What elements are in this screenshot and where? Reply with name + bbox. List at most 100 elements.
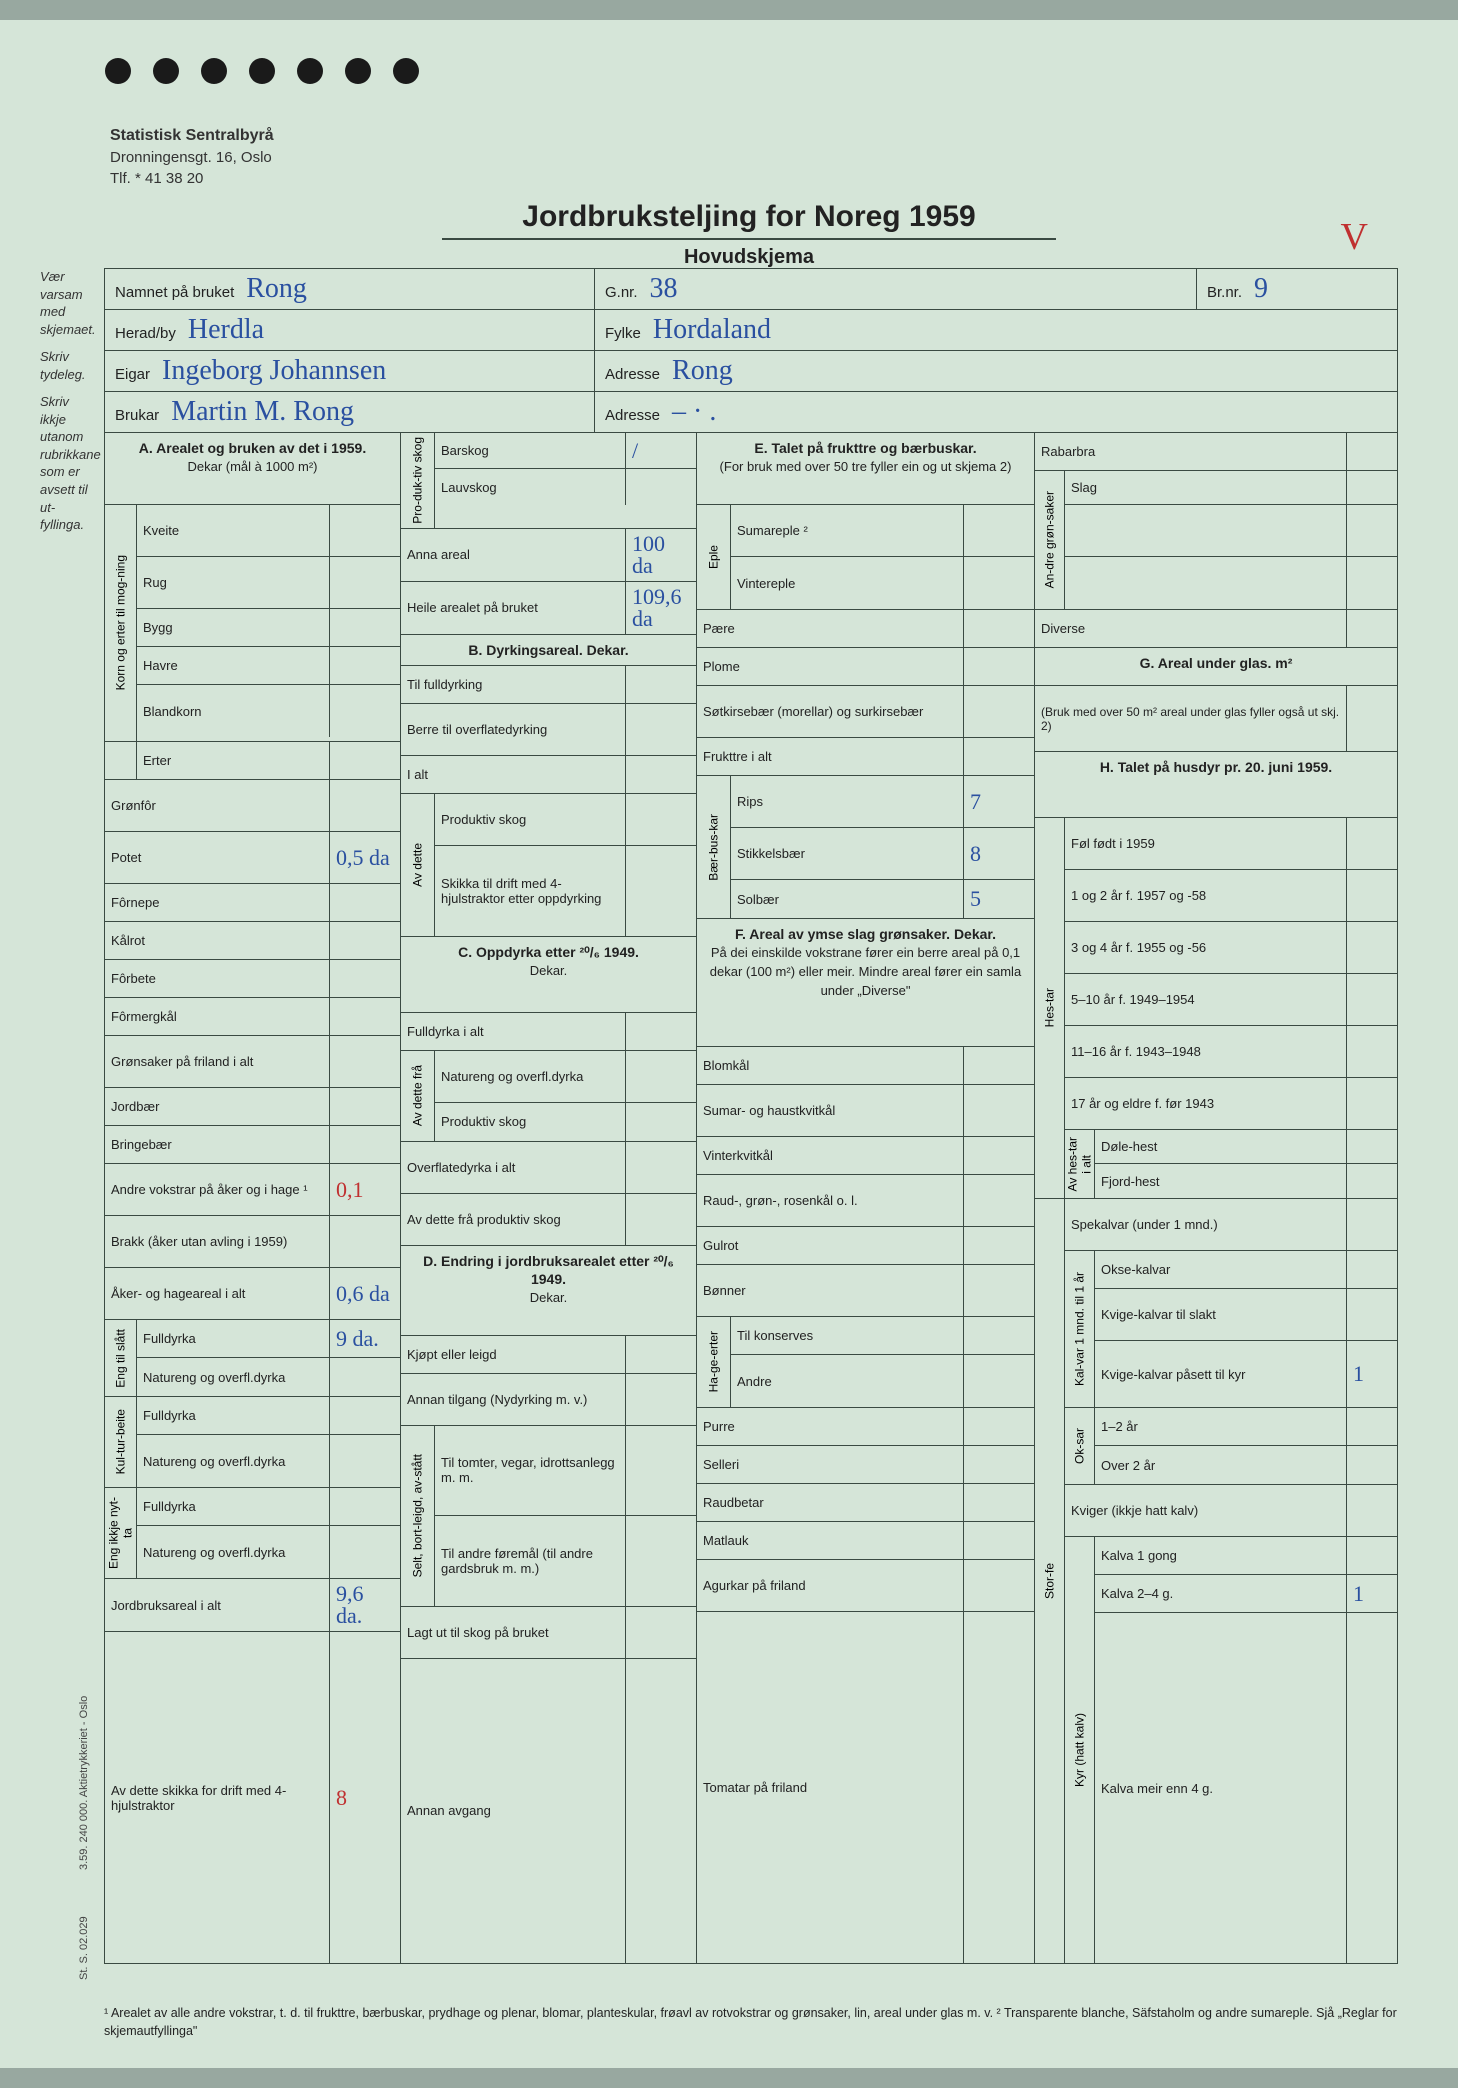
eigar-label: Eigar [115,366,150,383]
D-andre-label: Til andre føremål (til andre gardsbruk m… [435,1516,626,1606]
D-lagt-ut-label: Lagt ut til skog på bruket [401,1607,626,1658]
andre-vokstrar-label: Andre vokstrar på åker og i hage ¹ [105,1164,330,1215]
sidebar-p1: Vær varsam med skjemaet. [40,268,98,338]
potet-label: Potet [105,832,330,883]
hestar-vlabel: Hes-tar [1035,818,1065,1198]
form-subtitle: Hovudskjema [100,246,1398,269]
sotkirse-label: Søtkirsebær (morellar) og surkirsebær [697,686,964,737]
sidebar-p2: Skriv tydeleg. [40,348,98,383]
blomkal-label: Blomkål [697,1047,964,1084]
brakk-label: Brakk (åker utan avling i 1959) [105,1216,330,1267]
eng-natureng-label: Natureng og overfl.dyrka [137,1358,330,1396]
footnote: ¹ Arealet av alle andre vokstrar, t. d. … [104,2005,1398,2040]
F-title: F. Areal av ymse slag grønsaker. Dekar. [735,926,996,942]
D-tomter-label: Til tomter, vegar, idrottsanlegg m. m. [435,1426,626,1515]
matlauk-label: Matlauk [697,1522,964,1559]
engikkje-fulldyrka-label: Fulldyrka [137,1488,330,1525]
slag-label: Slag [1065,471,1347,504]
A-sub: Dekar (mål à 1000 m²) [187,459,317,474]
checkmark: V [1341,215,1368,259]
anna-areal-value: 100 da [626,529,696,581]
spekalvar-label: Spekalvar (under 1 mnd.) [1065,1199,1347,1250]
stikkels-value: 8 [964,828,1034,879]
diverse-label: Diverse [1035,610,1347,647]
jordbruks-alt-label: Jordbruksareal i alt [105,1579,330,1631]
kyr-vlabel: Kyr (hatt kalv) [1065,1537,1095,1963]
anna-areal-label: Anna areal [401,529,626,581]
fjordhest-label: Fjord-hest [1095,1164,1347,1198]
D-title: D. Endring i jordbruksarealet etter ²⁰/₆… [423,1253,674,1287]
C-title: C. Oppdyrka etter ²⁰/₆ 1949. [458,944,639,960]
skikka-drift-label: Av dette skikka for drift med 4-hjulstra… [105,1632,330,1963]
tomatar-label: Tomatar på friland [697,1612,964,1963]
paere-label: Pære [697,610,964,647]
gulrot-label: Gulrot [697,1227,964,1264]
kvige-kyr-label: Kvige-kalvar påsett til kyr [1095,1341,1347,1407]
G-title: G. Areal under glas. m² [1035,648,1397,686]
aker-alt-value: 0,6 da [330,1268,400,1319]
skikka-drift-value: 8 [330,1632,400,1963]
solbaer-value: 5 [964,880,1034,918]
C-avfra-vlabel: Av dette frå [401,1051,435,1141]
eng-vlabel: Eng til slått [105,1320,137,1396]
kviger-label: Kviger (ikkje hatt kalv) [1065,1485,1347,1536]
D-selt-vlabel: Selt, bort-leigd, av-stått [401,1426,435,1606]
herad-label: Herad/by [115,325,176,342]
kvige-slakt-label: Kvige-kalvar til slakt [1095,1289,1347,1340]
jordbaer-label: Jordbær [105,1088,330,1125]
eple-vlabel: Eple [697,505,731,609]
eng-fulldyrka-value: 9 da. [330,1320,400,1357]
C-overflate-label: Overflatedyrka i alt [401,1142,626,1193]
korn-vlabel: Korn og erter til mog-ning [105,505,137,741]
sumarkal-label: Sumar- og haustkvitkål [697,1085,964,1136]
C-fulldyrka-label: Fulldyrka i alt [401,1013,626,1050]
bringebaer-label: Bringebær [105,1126,330,1163]
form-title: Jordbruksteljing for Noreg 1959 [442,200,1055,240]
adr2-label: Adresse [605,407,660,424]
kalva2-4-value: 1 [1347,1575,1397,1612]
E-sub: (For bruk med over 50 tre fyller ein og … [720,459,1012,474]
vintereple-label: Vintereple [731,557,964,609]
kalvar1-vlabel: Kal-var 1 mnd. til 1 år [1065,1251,1095,1407]
adr2-value: – · . [672,398,1387,426]
gnr-label: G.nr. [605,284,638,301]
E-title: E. Talet på frukttre og bærbuskar. [754,440,976,456]
plome-label: Plome [697,648,964,685]
jordbruks-alt-value: 9,6 da. [330,1579,400,1631]
oksar-over2-label: Over 2 år [1095,1446,1347,1484]
andre-vokstrar-value: 0,1 [330,1164,400,1215]
main-form: Namnet på bruket Rong G.nr. 38 Br.nr. 9 … [104,268,1398,1964]
havre-label: Havre [137,647,330,684]
D-sub: Dekar. [530,1290,568,1305]
i-alt-label: I alt [401,756,626,793]
fornepe-label: Fôrnepe [105,884,330,921]
B-title: B. Dyrkingsareal. Dekar. [401,635,696,666]
engikkje-vlabel: Eng ikkje nyt-ta [105,1488,137,1578]
gronfor-label: Grønfôr [105,780,330,831]
bygg-label: Bygg [137,609,330,646]
D-annan-label: Annan tilgang (Nydyrking m. v.) [401,1374,626,1425]
konserves-label: Til konserves [731,1317,964,1354]
h3-4-label: 3 og 4 år f. 1955 og -56 [1065,922,1347,973]
title-block: Jordbruksteljing for Noreg 1959 Hovudskj… [100,200,1398,269]
kalva2-4-label: Kalva 2–4 g. [1095,1575,1347,1612]
sidebar-p3: Skriv ikkje utanom rubrikkane som er avs… [40,393,98,533]
kultur-natureng-label: Natureng og overfl.dyrka [137,1435,330,1487]
prodskog-vlabel: Pro-duk-tiv skog [401,433,435,528]
avhestar-vlabel: Av hes-tar i alt [1065,1130,1095,1198]
bonner-label: Bønner [697,1265,964,1316]
fylke-label: Fylke [605,325,641,342]
vinterkvitkal-label: Vinterkvitkål [697,1137,964,1174]
rips-label: Rips [731,776,964,827]
eigar-value: Ingeborg Johannsen [162,357,584,385]
andre-gron-vlabel: An-dre grøn-saker [1035,471,1065,609]
adr1-label: Adresse [605,366,660,383]
raudgron-label: Raud-, grøn-, rosenkål o. l. [697,1175,964,1226]
print-code-bottom: St. S. 02.029 [78,1916,90,1980]
kveite-label: Kveite [137,505,330,556]
F-sub: På dei einskilde vokstrane fører ein ber… [710,945,1021,998]
h5-10-label: 5–10 år f. 1949–1954 [1065,974,1347,1025]
prodskog2-label: Produktiv skog [435,794,626,845]
potet-value: 0,5 da [330,832,400,883]
frukt-alt-label: Frukttre i alt [697,738,964,775]
